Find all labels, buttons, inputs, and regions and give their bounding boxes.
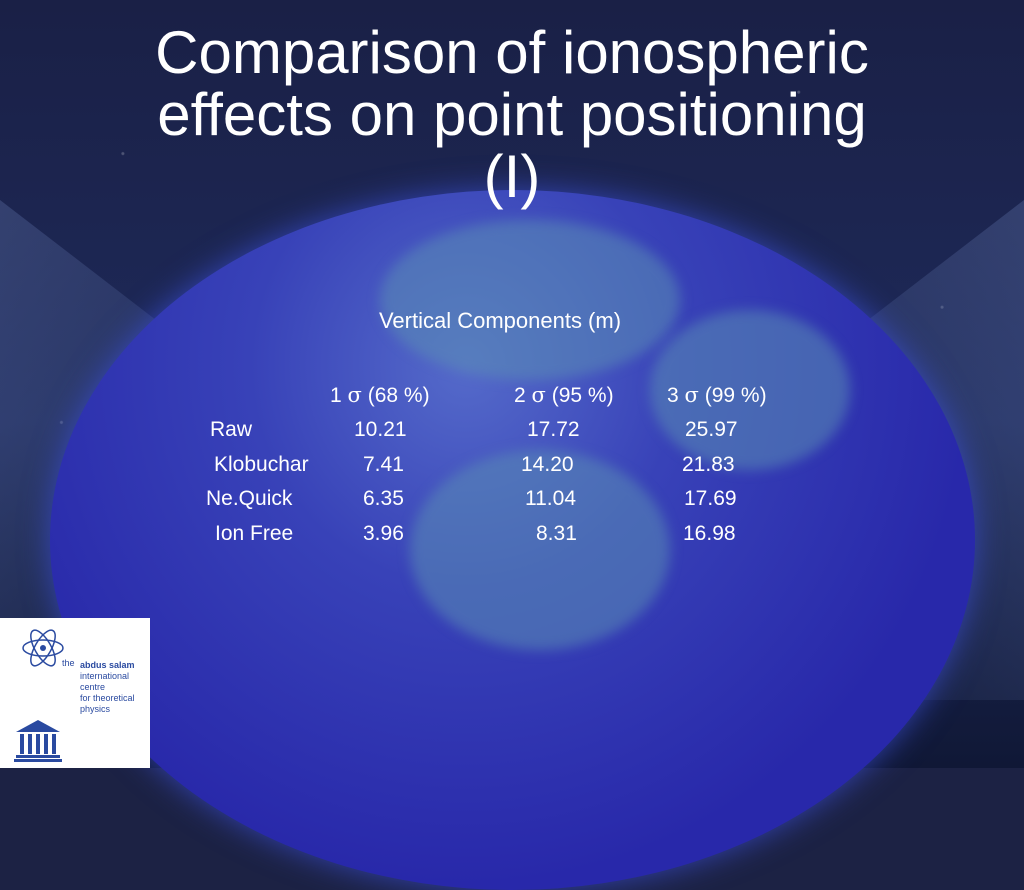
logo-the: the: [62, 658, 75, 668]
table-cell: 14.20: [521, 453, 574, 476]
table-cell: 21.83: [682, 453, 735, 476]
header-number: 1: [330, 384, 342, 407]
unesco-temple-icon: [14, 720, 62, 762]
land-europe: [380, 220, 680, 380]
header-percent: (99 %): [704, 384, 767, 407]
column-header-1sigma: 1 σ (68 %): [330, 383, 430, 408]
ictp-logo: the abdus salam international centre for…: [0, 618, 150, 768]
row-label-klobuchar: Klobuchar: [214, 453, 309, 476]
row-label-raw: Raw: [210, 418, 253, 441]
table-cell: 10.21: [354, 418, 407, 441]
land-asia: [650, 310, 850, 470]
table-cell: 25.97: [685, 418, 738, 441]
logo-text: abdus salam international centre for the…: [80, 660, 150, 715]
table-cell: 16.98: [683, 522, 736, 545]
land-africa: [410, 450, 670, 650]
table-cell: 17.69: [684, 487, 737, 510]
table-cell: 3.96: [363, 522, 404, 545]
logo-line: physics: [80, 704, 111, 714]
header-number: 3: [667, 384, 679, 407]
logo-line: centre: [80, 682, 106, 692]
header-number: 2: [514, 384, 526, 407]
table-caption: Vertical Components (m): [378, 308, 622, 333]
column-header-2sigma: 2 σ (95 %): [514, 383, 614, 408]
header-percent: (95 %): [551, 384, 614, 407]
logo-line: abdus salam: [80, 660, 135, 670]
table-cell: 8.31: [536, 522, 577, 545]
sigma-symbol: σ: [684, 383, 699, 407]
atom-icon: [22, 629, 64, 667]
row-label-nequick: Ne.Quick: [206, 487, 293, 510]
header-percent: (68 %): [367, 384, 430, 407]
sigma-symbol: σ: [531, 383, 546, 407]
logo-line: international: [80, 671, 130, 681]
earth-globe: [50, 190, 975, 890]
sigma-symbol: σ: [347, 383, 362, 407]
logo-line: for theoretical: [80, 693, 135, 703]
table-cell: 7.41: [363, 453, 404, 476]
column-header-3sigma: 3 σ (99 %): [667, 383, 767, 408]
table-cell: 6.35: [363, 487, 404, 510]
row-label-ion-free: Ion Free: [215, 522, 294, 545]
table-cell: 17.72: [527, 418, 580, 441]
slide-title: Comparison of ionospheric effects on poi…: [155, 19, 869, 210]
table-cell: 11.04: [525, 487, 576, 510]
